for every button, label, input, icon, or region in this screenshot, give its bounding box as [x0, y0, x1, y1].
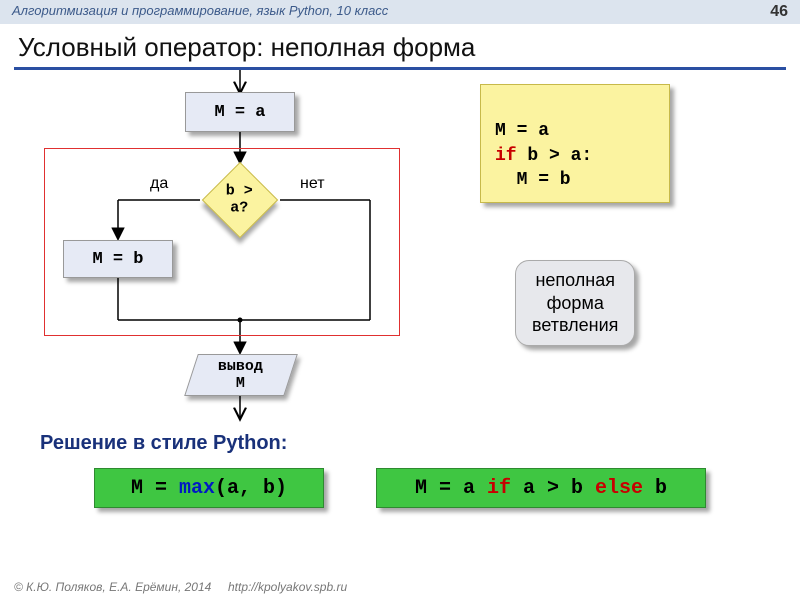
- footer: © К.Ю. Поляков, Е.А. Ерёмин, 2014 http:/…: [0, 576, 800, 600]
- code-box: M = a if b > a: M = b: [480, 84, 670, 203]
- flow-box-m-b-text: M = b: [92, 250, 143, 269]
- flow-output: вывод M: [184, 354, 298, 396]
- copyright: © К.Ю. Поляков, Е.А. Ерёмин, 2014: [14, 580, 211, 594]
- note-line1: неполная: [535, 270, 615, 290]
- label-no: нет: [300, 175, 325, 193]
- page-title: Условный оператор: неполная форма: [0, 24, 800, 67]
- code-line3: M = b: [495, 170, 571, 190]
- header-band: Алгоритмизация и программирование, язык …: [0, 0, 800, 24]
- g2-b: a > b: [511, 477, 595, 500]
- diamond-line2: a?: [231, 199, 249, 216]
- g1-fn: max: [179, 477, 215, 500]
- code-line1: M = a: [495, 121, 549, 141]
- g2-else: else: [595, 477, 643, 500]
- output-line1: вывод: [218, 358, 263, 375]
- code-line2-rest: b > a:: [517, 146, 593, 166]
- green-box-max: M = max(a, b): [94, 468, 324, 508]
- python-subhead: Решение в стиле Python:: [40, 432, 287, 455]
- flow-box-m-a-text: M = a: [214, 103, 265, 122]
- diamond-line1: b >: [226, 182, 253, 199]
- g2-a: M = a: [415, 477, 487, 500]
- code-kw-if: if: [495, 146, 517, 166]
- footer-url: http://kpolyakov.spb.ru: [228, 580, 347, 594]
- course-line: Алгоритмизация и программирование, язык …: [12, 3, 388, 21]
- green-box-ternary: M = a if a > b else b: [376, 468, 706, 508]
- g2-if: if: [487, 477, 511, 500]
- output-line2: M: [236, 374, 245, 391]
- g2-c: b: [643, 477, 667, 500]
- g1-post: (a, b): [215, 477, 287, 500]
- note-line3: ветвления: [532, 315, 618, 335]
- g1-pre: M =: [131, 477, 179, 500]
- note-box: неполная форма ветвления: [515, 260, 635, 346]
- flow-box-m-b: M = b: [63, 240, 173, 278]
- note-line2: форма: [547, 293, 604, 313]
- page-number: 46: [770, 3, 788, 21]
- flow-box-m-a: M = a: [185, 92, 295, 132]
- label-yes: да: [150, 175, 168, 193]
- content-area: M = a b > a? да нет M = b вывод M M = a …: [0, 70, 800, 576]
